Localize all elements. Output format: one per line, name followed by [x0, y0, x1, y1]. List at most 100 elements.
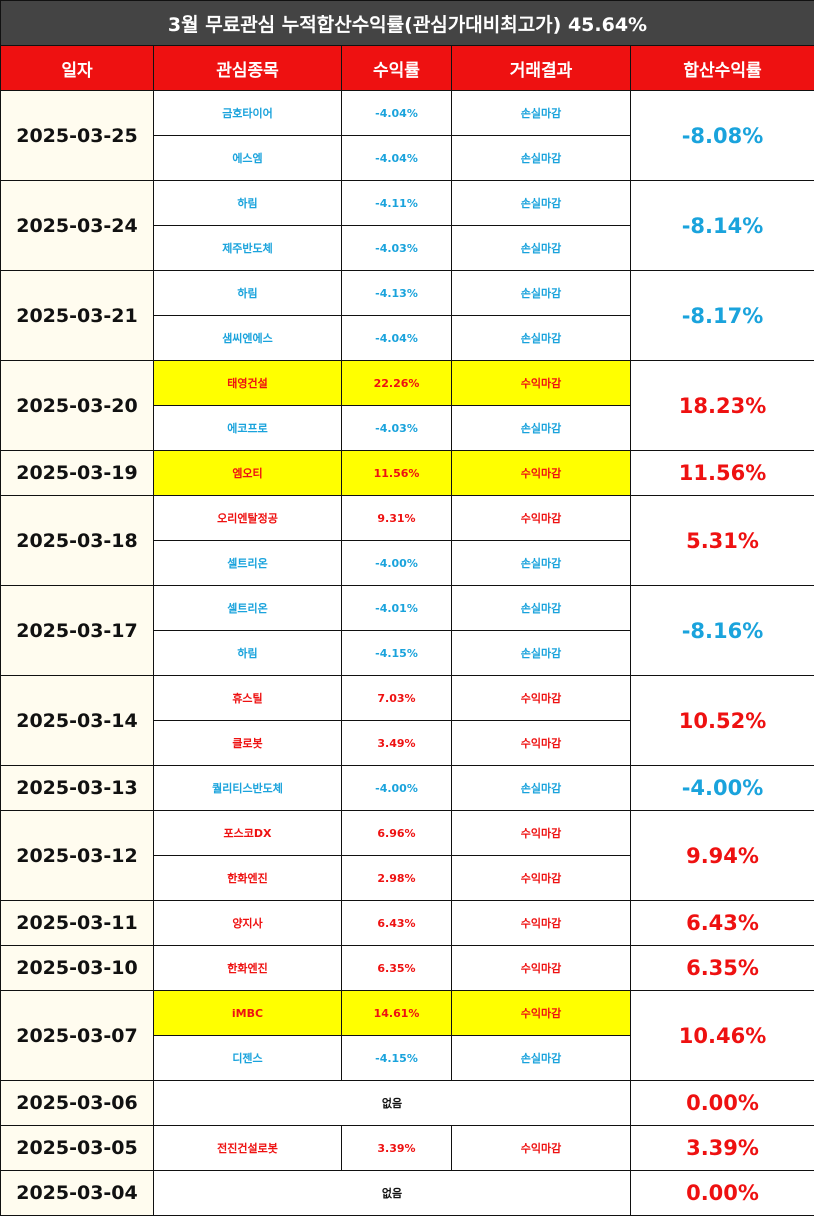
header-row: 일자 관심종목 수익률 거래결과 합산수익률	[0, 45, 814, 91]
stock-cell: 엠오티	[153, 450, 342, 496]
date-cell: 2025-03-04	[0, 1170, 154, 1216]
date-cell: 2025-03-13	[0, 765, 154, 811]
result-cell: 손실마감	[451, 585, 631, 631]
return-cell: 6.35%	[341, 945, 452, 991]
table-title: 3월 무료관심 누적합산수익률(관심가대비최고가) 45.64%	[0, 0, 814, 46]
date-cell: 2025-03-07	[0, 990, 154, 1081]
date-cell: 2025-03-11	[0, 900, 154, 946]
stock-cell: iMBC	[153, 990, 342, 1036]
table-row: 에코프로 -4.03% 손실마감	[1, 405, 814, 451]
total-cell: 3.39%	[629, 1125, 814, 1171]
return-cell: 9.31%	[341, 495, 452, 541]
stock-cell: 휴스틸	[153, 675, 342, 721]
stock-cell: 금호타이어	[153, 90, 342, 136]
header-cell: 관심종목	[153, 45, 342, 91]
table-row: 2025-03-13 퀄리티스반도체 -4.00% 손실마감 -4.00%	[0, 765, 814, 811]
table-row: 2025-03-21 하림 -4.13% 손실마감 -8.17%	[0, 270, 814, 361]
header-cell: 거래결과	[451, 45, 631, 91]
result-cell: 손실마감	[451, 180, 631, 226]
return-cell: 2.98%	[341, 855, 452, 901]
header-cell: 일자	[0, 45, 154, 91]
return-cell: 11.56%	[341, 450, 452, 496]
total-cell: 0.00%	[629, 1080, 814, 1126]
result-cell: 수익마감	[451, 945, 631, 991]
table-row: 2025-03-19 엠오티 11.56% 수익마감 11.56%	[0, 450, 814, 496]
stock-cell: 하림	[153, 270, 342, 316]
stock-cell: 퀄리티스반도체	[153, 765, 342, 811]
return-cell: -4.04%	[341, 315, 452, 361]
table-row: 2025-03-07 iMBC 14.61% 수익마감 10.46%	[0, 990, 814, 1081]
table-row: 2025-03-04 없음 0.00%	[0, 1170, 814, 1216]
note-cell: 없음	[153, 1080, 631, 1126]
total-cell: 9.94%	[629, 810, 814, 901]
return-cell: 3.39%	[341, 1125, 452, 1171]
return-cell: -4.11%	[341, 180, 452, 226]
table-row: 한화엔진 2.98% 수익마감	[1, 855, 814, 901]
stock-cell: 태영건설	[153, 360, 342, 406]
result-cell: 손실마감	[451, 540, 631, 586]
stock-cell: 에스엠	[153, 135, 342, 181]
stock-cell: 오리엔탈정공	[153, 495, 342, 541]
date-cell: 2025-03-17	[0, 585, 154, 676]
date-cell: 2025-03-21	[0, 270, 154, 361]
total-cell: -4.00%	[629, 765, 814, 811]
result-cell: 손실마감	[451, 405, 631, 451]
date-cell: 2025-03-19	[0, 450, 154, 496]
table-row: 2025-03-05 전진건설로봇 3.39% 수익마감 3.39%	[0, 1125, 814, 1171]
total-cell: 5.31%	[629, 495, 814, 586]
table-row: 에스엠 -4.04% 손실마감	[1, 135, 814, 181]
total-cell: 0.00%	[629, 1170, 814, 1216]
stock-cell: 하림	[153, 180, 342, 226]
date-cell: 2025-03-06	[0, 1080, 154, 1126]
table-row: 2025-03-24 하림 -4.11% 손실마감 -8.14%	[0, 180, 814, 271]
result-cell: 수익마감	[451, 360, 631, 406]
total-cell: 6.35%	[629, 945, 814, 991]
date-cell: 2025-03-05	[0, 1125, 154, 1171]
stock-cell: 에코프로	[153, 405, 342, 451]
result-cell: 손실마감	[451, 270, 631, 316]
result-cell: 손실마감	[451, 90, 631, 136]
result-cell: 수익마감	[451, 855, 631, 901]
total-cell: -8.16%	[629, 585, 814, 676]
stock-cell: 양지사	[153, 900, 342, 946]
note-cell: 없음	[153, 1170, 631, 1216]
total-cell: 18.23%	[629, 360, 814, 451]
table-row: 클로봇 3.49% 수익마감	[1, 720, 814, 766]
result-cell: 수익마감	[451, 1125, 631, 1171]
header-cell: 수익률	[341, 45, 452, 91]
return-cell: 6.96%	[341, 810, 452, 856]
table-row: 2025-03-20 태영건설 22.26% 수익마감 18.23%	[0, 360, 814, 451]
return-cell: -4.00%	[341, 765, 452, 811]
date-cell: 2025-03-24	[0, 180, 154, 271]
table-row: 2025-03-25 금호타이어 -4.04% 손실마감 -8.08%	[0, 90, 814, 181]
table-row: 셀트리온 -4.00% 손실마감	[1, 540, 814, 586]
return-cell: -4.13%	[341, 270, 452, 316]
result-cell: 수익마감	[451, 990, 631, 1036]
result-cell: 수익마감	[451, 675, 631, 721]
return-cell: 22.26%	[341, 360, 452, 406]
stock-cell: 샘씨엔에스	[153, 315, 342, 361]
header-cell: 합산수익률	[629, 45, 814, 91]
total-cell: 10.52%	[629, 675, 814, 766]
stock-cell: 셀트리온	[153, 585, 342, 631]
total-cell: -8.17%	[629, 270, 814, 361]
table-row: 하림 -4.15% 손실마감	[1, 630, 814, 676]
table-row: 샘씨엔에스 -4.04% 손실마감	[1, 315, 814, 361]
result-cell: 수익마감	[451, 450, 631, 496]
table-row: 2025-03-14 휴스틸 7.03% 수익마감 10.52%	[0, 675, 814, 766]
date-cell: 2025-03-25	[0, 90, 154, 181]
total-cell: 6.43%	[629, 900, 814, 946]
result-cell: 수익마감	[451, 900, 631, 946]
table-row: 2025-03-18 오리엔탈정공 9.31% 수익마감 5.31%	[0, 495, 814, 586]
result-cell: 수익마감	[451, 810, 631, 856]
date-cell: 2025-03-14	[0, 675, 154, 766]
table-row: 디젠스 -4.15% 손실마감	[1, 1035, 814, 1081]
result-cell: 손실마감	[451, 135, 631, 181]
return-cell: 6.43%	[341, 900, 452, 946]
date-cell: 2025-03-10	[0, 945, 154, 991]
return-cell: -4.15%	[341, 630, 452, 676]
stock-cell: 하림	[153, 630, 342, 676]
date-cell: 2025-03-18	[0, 495, 154, 586]
return-cell: -4.15%	[341, 1035, 452, 1081]
